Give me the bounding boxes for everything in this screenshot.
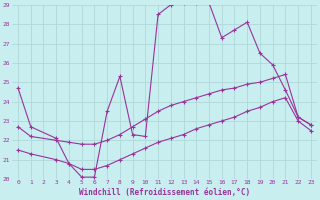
X-axis label: Windchill (Refroidissement éolien,°C): Windchill (Refroidissement éolien,°C) bbox=[79, 188, 250, 197]
